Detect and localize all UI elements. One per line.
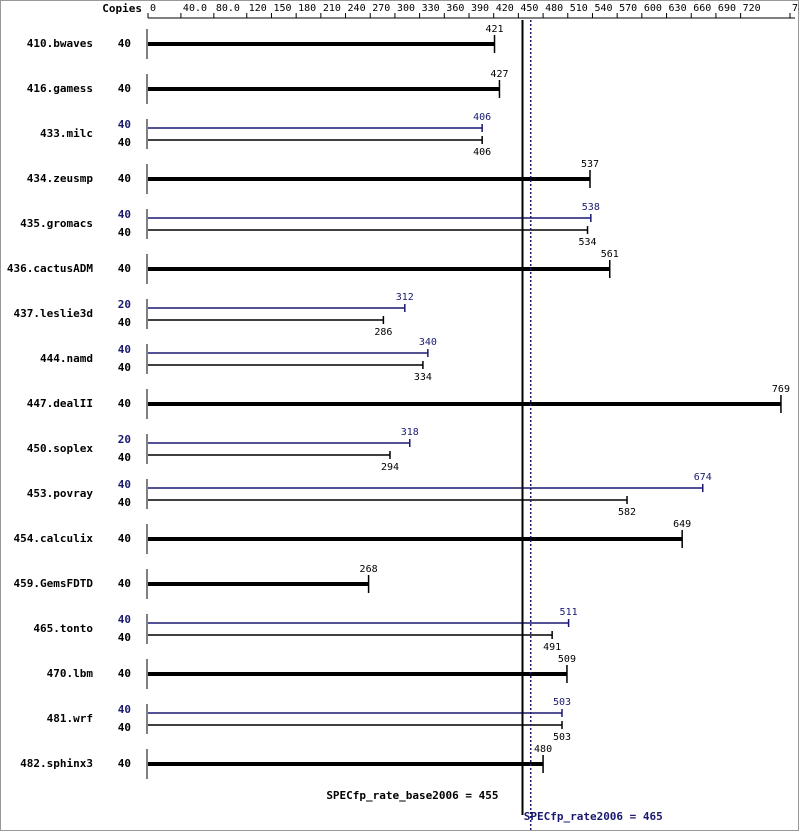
x-tick-label: 270	[372, 3, 390, 14]
x-tick-label: 390	[471, 3, 489, 14]
x-tick-label: 420	[496, 3, 514, 14]
x-tick-label: 80.0	[216, 3, 240, 14]
x-tick-label: 450	[520, 3, 538, 14]
value-label: 334	[414, 372, 432, 383]
value-label: 427	[490, 69, 508, 80]
benchmark-name: 416.gamess	[27, 82, 93, 95]
benchmark-name: 410.bwaves	[27, 37, 93, 50]
x-tick-label: 0	[150, 3, 156, 14]
benchmark-name: 436.cactusADM	[7, 262, 93, 275]
x-tick-label: 690	[718, 3, 736, 14]
value-label: 561	[601, 249, 619, 260]
peak-copies: 20	[118, 433, 131, 446]
benchmark-name: 447.dealII	[27, 397, 93, 410]
x-tick-label: 240	[348, 3, 366, 14]
copies: 40	[118, 451, 131, 464]
copies: 40	[118, 172, 131, 185]
copies: 40	[118, 37, 131, 50]
benchmark-name: 434.zeusmp	[27, 172, 94, 185]
x-tick-label: 300	[397, 3, 415, 14]
copies: 40	[118, 361, 131, 374]
benchmark-name: 433.milc	[40, 127, 93, 140]
value-label: 537	[581, 159, 599, 170]
base-mean-label: SPECfp_rate_base2006 = 455	[326, 789, 498, 802]
benchmark-name: 435.gromacs	[20, 217, 93, 230]
peak-value-label: 340	[419, 337, 437, 348]
peak-value-label: 511	[560, 607, 578, 618]
x-tick-label: 780	[792, 3, 799, 14]
peak-value-label: 406	[473, 112, 491, 123]
x-tick-label: 480	[545, 3, 563, 14]
x-tick-label: 150	[273, 3, 291, 14]
copies: 40	[118, 316, 131, 329]
x-tick-label: 330	[422, 3, 440, 14]
value-label: 480	[534, 744, 552, 755]
x-tick-label: 40.0	[183, 3, 207, 14]
peak-value-label: 318	[401, 427, 419, 438]
copies: 40	[118, 757, 131, 770]
x-tick-label: 630	[669, 3, 687, 14]
value-label: 582	[618, 507, 636, 518]
copies: 40	[118, 721, 131, 734]
copies: 40	[118, 262, 131, 275]
benchmark-name: 444.namd	[40, 352, 93, 365]
benchmark-name: 454.calculix	[14, 532, 94, 545]
value-label: 406	[473, 147, 491, 158]
copies: 40	[118, 136, 131, 149]
value-label: 268	[360, 564, 378, 575]
x-tick-label: 660	[693, 3, 711, 14]
x-tick-label: 180	[298, 3, 316, 14]
value-label: 534	[578, 237, 596, 248]
copies: 40	[118, 226, 131, 239]
peak-mean-label: SPECfp_rate2006 = 465	[524, 810, 663, 823]
benchmark-name: 437.leslie3d	[14, 307, 93, 320]
copies: 40	[118, 532, 131, 545]
x-tick-label: 360	[446, 3, 464, 14]
value-label: 491	[543, 642, 561, 653]
peak-copies: 20	[118, 298, 131, 311]
peak-copies: 40	[118, 343, 131, 356]
value-label: 769	[772, 384, 790, 395]
copies: 40	[118, 667, 131, 680]
benchmark-name: 470.lbm	[47, 667, 94, 680]
peak-value-label: 503	[553, 697, 571, 708]
copies: 40	[118, 82, 131, 95]
x-tick-label: 570	[619, 3, 637, 14]
x-tick-label: 510	[570, 3, 588, 14]
benchmark-name: 482.sphinx3	[20, 757, 93, 770]
x-tick-label: 540	[594, 3, 612, 14]
peak-copies: 40	[118, 208, 131, 221]
value-label: 294	[381, 462, 399, 473]
copies: 40	[118, 397, 131, 410]
peak-copies: 40	[118, 478, 131, 491]
peak-copies: 40	[118, 613, 131, 626]
value-label: 509	[558, 654, 576, 665]
copies-header: Copies	[102, 2, 142, 15]
x-tick-label: 210	[323, 3, 341, 14]
benchmark-name: 481.wrf	[47, 712, 93, 725]
peak-copies: 40	[118, 703, 131, 716]
x-tick-label: 120	[249, 3, 267, 14]
x-tick-label: 600	[644, 3, 662, 14]
peak-copies: 40	[118, 118, 131, 131]
peak-value-label: 538	[582, 202, 600, 213]
value-label: 421	[485, 24, 503, 35]
peak-value-label: 312	[396, 292, 414, 303]
peak-value-label: 674	[694, 472, 712, 483]
copies: 40	[118, 631, 131, 644]
copies: 40	[118, 577, 131, 590]
copies: 40	[118, 496, 131, 509]
x-tick-label: 720	[743, 3, 761, 14]
benchmark-name: 450.soplex	[27, 442, 94, 455]
value-label: 503	[553, 732, 571, 743]
benchmark-name: 459.GemsFDTD	[14, 577, 94, 590]
benchmark-name: 453.povray	[27, 487, 94, 500]
value-label: 649	[673, 519, 691, 530]
value-label: 286	[374, 327, 392, 338]
benchmark-name: 465.tonto	[33, 622, 93, 635]
